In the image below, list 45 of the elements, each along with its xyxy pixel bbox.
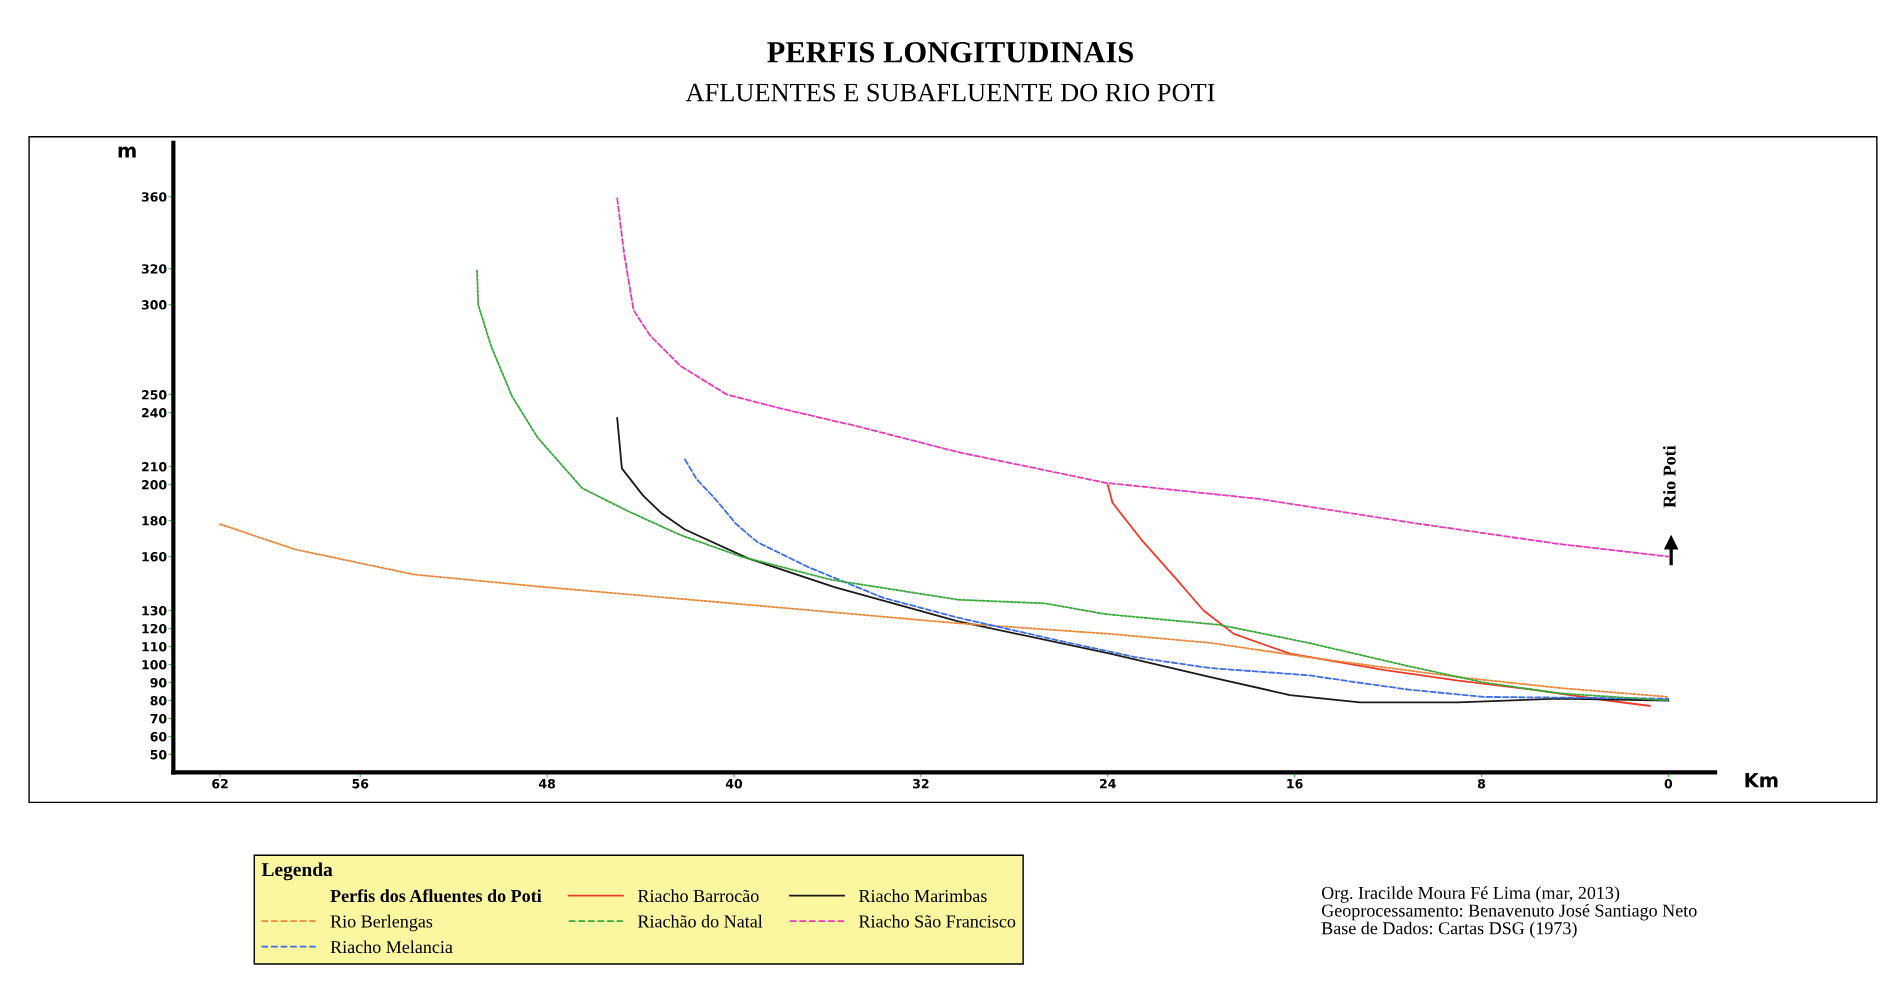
y-tick-label: 210 (142, 462, 167, 472)
y-tick-label: 300 (141, 300, 167, 310)
legend-label: Riacho São Francisco (858, 914, 1016, 928)
y-tick-label: 360 (141, 192, 167, 202)
y-tick-label: 90 (150, 677, 167, 688)
line-series (1106, 483, 1651, 707)
y-tick-label: 110 (142, 641, 167, 652)
legend-label: Riachão do Natal (637, 914, 763, 928)
y-axis-title: m (118, 146, 136, 158)
x-tick-label: 8 (1477, 778, 1486, 789)
text: Base de Dados: Cartas DSG (1973) (1321, 921, 1577, 939)
x-tick-label: 56 (352, 778, 369, 789)
legend-label: Riacho Marimbas (858, 889, 987, 903)
y-tick-label: 80 (150, 695, 167, 706)
x-tick-label: 32 (913, 778, 929, 789)
x-tick-label: 40 (725, 778, 743, 789)
x-tick-label: 48 (538, 778, 556, 789)
y-tick-label: 160 (142, 552, 167, 562)
chart-title: PERFIS LONGITUDINAIS (767, 42, 1133, 63)
y-tick-label: 60 (150, 731, 167, 742)
y-tick-label: 70 (150, 713, 167, 724)
x-tick-label: 16 (1287, 778, 1303, 789)
x-axis-title: Km (1745, 773, 1778, 788)
x-tick-label: 62 (212, 778, 228, 789)
x-tick-label: 0 (1664, 778, 1673, 789)
text: Perfis dos Afluentes do Poti (330, 889, 542, 903)
y-tick-label: 50 (150, 749, 167, 760)
y-tick-label: 320 (141, 264, 167, 274)
legend-label: Riacho Barrocão (637, 889, 759, 903)
legend-label: Riacho Melancia (330, 940, 453, 954)
text: Org. Iracilde Moura Fé Lima (mar, 2013) (1321, 886, 1620, 903)
y-tick-label: 240 (142, 408, 167, 418)
legend-label: Rio Berlengas (330, 914, 433, 932)
y-tick-label: 200 (142, 480, 167, 490)
y-tick-label: 120 (142, 623, 167, 634)
line-series (219, 523, 1670, 698)
chart-subtitle: AFLUENTES E SUBAFLUENTE DO RIO POTI (685, 83, 1215, 102)
y-tick-label: 180 (142, 516, 167, 526)
legend-title: Legenda (261, 862, 333, 881)
y-tick-label: 100 (142, 659, 167, 670)
x-tick-label: 24 (1100, 778, 1116, 789)
text: Geoprocessamento: Benavenuto José Santiago Neto (1321, 903, 1697, 921)
annotation: Rio Poti (1662, 445, 1676, 508)
y-tick-label: 130 (142, 605, 167, 616)
y-tick-label: 250 (142, 390, 167, 400)
